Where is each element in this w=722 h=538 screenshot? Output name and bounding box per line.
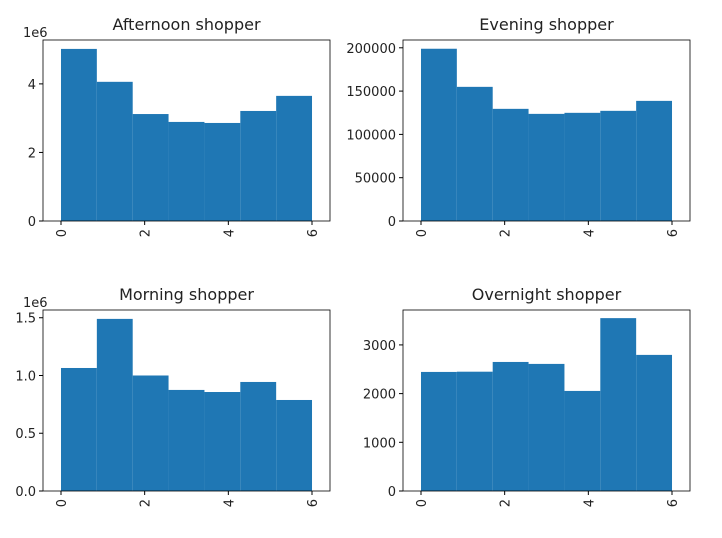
y-tick-label: 0	[388, 215, 396, 230]
y-tick-label: 0.5	[15, 427, 36, 442]
x-tick-label: 4	[222, 499, 237, 507]
histogram-bar	[132, 114, 169, 221]
histogram-bar	[528, 363, 565, 491]
subplot-title: Morning shopper	[119, 285, 254, 304]
histogram-bar	[456, 86, 493, 222]
subplot-title: Evening shopper	[479, 15, 614, 34]
y-tick-label: 0	[28, 215, 36, 230]
y-tick-label: 4	[28, 78, 36, 93]
histogram-bar	[420, 371, 457, 491]
axis-offset-label: 1e6	[23, 26, 48, 41]
y-tick-label: 100000	[346, 128, 396, 143]
histogram-bar	[492, 108, 529, 221]
axes-frame	[402, 39, 691, 222]
axis-offset-label: 1e6	[23, 296, 48, 311]
histogram-bar	[204, 122, 241, 221]
histogram-bar	[96, 318, 133, 491]
y-tick-label: 0	[388, 485, 396, 500]
x-tick-label: 2	[139, 229, 154, 237]
histogram-bar	[420, 48, 457, 222]
y-tick-label: 200000	[346, 42, 396, 57]
histogram-bar	[240, 381, 277, 491]
histogram-bar	[96, 81, 133, 222]
histogram-bar	[240, 110, 277, 221]
histogram-bar	[276, 399, 313, 491]
histogram-bar	[168, 121, 205, 221]
x-tick-label: 4	[582, 229, 597, 237]
axes-frame	[42, 309, 331, 492]
histogram-bar	[168, 389, 205, 491]
y-tick-label: 2000	[363, 388, 396, 403]
histogram-bar	[564, 112, 601, 221]
y-tick-label: 0.0	[15, 485, 36, 500]
histogram-bar	[60, 48, 97, 222]
y-tick-label: 2	[28, 146, 36, 161]
histogram-bar	[528, 113, 565, 221]
x-tick-label: 0	[55, 499, 70, 507]
x-tick-label: 4	[222, 229, 237, 237]
histogram-bar	[132, 375, 169, 491]
x-tick-label: 2	[139, 499, 154, 507]
histogram-bar	[456, 371, 493, 491]
histogram-bar	[60, 367, 97, 491]
subplot-title: Overnight shopper	[472, 285, 622, 304]
x-tick-label: 0	[55, 229, 70, 237]
x-tick-label: 2	[499, 229, 514, 237]
y-tick-label: 1000	[363, 436, 396, 451]
subplot-title: Afternoon shopper	[112, 15, 261, 34]
y-tick-label: 1.0	[15, 369, 36, 384]
histogram-bar	[600, 110, 637, 221]
x-tick-label: 6	[666, 229, 681, 237]
x-tick-label: 2	[499, 499, 514, 507]
axes-frame	[42, 39, 331, 222]
x-tick-label: 6	[666, 499, 681, 507]
axes-frame	[402, 309, 691, 492]
histogram-bar	[276, 95, 313, 221]
x-tick-label: 0	[415, 229, 430, 237]
histogram-bar	[636, 100, 673, 221]
histogram-bar	[564, 390, 601, 491]
histogram-bar	[600, 318, 637, 491]
y-tick-label: 3000	[363, 339, 396, 354]
y-tick-label: 50000	[355, 172, 396, 187]
y-tick-label: 150000	[346, 85, 396, 100]
x-tick-label: 0	[415, 499, 430, 507]
histogram-bar	[492, 361, 529, 491]
x-tick-label: 4	[582, 499, 597, 507]
histogram-bar	[636, 354, 673, 491]
x-tick-label: 6	[306, 229, 321, 237]
histogram-bar	[204, 392, 241, 491]
x-tick-label: 6	[306, 499, 321, 507]
y-tick-label: 1.5	[15, 312, 36, 327]
